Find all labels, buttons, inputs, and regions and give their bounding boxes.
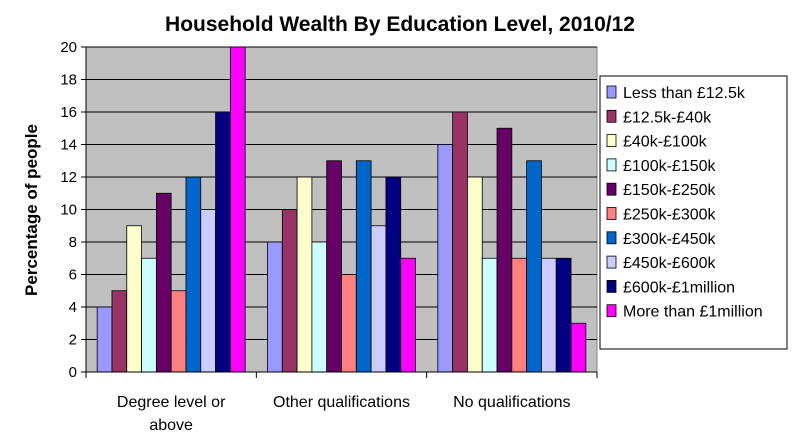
legend-swatch <box>606 134 617 148</box>
y-tick-label: 10 <box>60 202 77 219</box>
y-tick-label: 6 <box>69 267 77 284</box>
y-tick-label: 4 <box>69 299 77 316</box>
bar <box>570 322 587 373</box>
bar <box>296 176 313 373</box>
bar <box>511 257 528 373</box>
bar <box>96 306 113 373</box>
legend-label: £600k-£1million <box>623 279 735 296</box>
y-tick-label: 0 <box>69 364 77 381</box>
legend-swatch <box>606 85 617 99</box>
legend-swatch <box>606 109 617 123</box>
chart-title: Household Wealth By Education Level, 201… <box>165 13 635 36</box>
bar <box>170 290 187 373</box>
legend-swatch <box>606 182 617 196</box>
legend-label: £300k-£450k <box>623 231 717 248</box>
bar <box>155 192 172 373</box>
legend-swatch <box>606 255 617 269</box>
y-tick-label: 16 <box>60 104 77 121</box>
bar <box>467 176 483 373</box>
legend-label: £100k-£150k <box>623 158 717 175</box>
legend-label: Less than £12.5k <box>623 85 746 102</box>
legend-label: £250k-£300k <box>623 207 717 224</box>
bar <box>541 257 557 373</box>
x-category-label: Degree level or <box>117 394 226 411</box>
bar <box>229 46 246 373</box>
legend-label: £450k-£600k <box>623 255 717 272</box>
bar <box>341 274 357 373</box>
x-category-label: Other qualifications <box>273 394 410 411</box>
bar <box>555 257 572 373</box>
bar <box>141 257 157 373</box>
bar <box>281 209 298 373</box>
bar <box>452 111 468 373</box>
y-tick-label: 14 <box>60 137 77 154</box>
y-tick-label: 2 <box>69 332 77 349</box>
y-tick-labels: 0 2 4 6 8 10 12 14 16 18 20 <box>60 39 77 381</box>
axes <box>85 47 598 378</box>
bar <box>126 225 142 373</box>
y-tick-label: 18 <box>60 72 77 89</box>
x-category-label: No qualifications <box>453 394 570 411</box>
bar <box>370 225 387 373</box>
legend-swatch <box>606 279 617 293</box>
legend-label: £40k-£100k <box>623 134 708 151</box>
bar <box>437 144 454 373</box>
legend-label: £12.5k-£40k <box>623 109 712 126</box>
legend-box <box>599 75 788 350</box>
legend-label: £150k-£250k <box>623 182 717 199</box>
legend: Less than £12.5k £12.5k-£40k £40k-£100k £10… <box>599 75 788 350</box>
x-category-labels: Degree level or above Other qualifications… <box>117 394 571 434</box>
y-tick-label: 20 <box>60 39 77 56</box>
bar <box>385 176 402 373</box>
y-axis-label: Percentage of people <box>22 124 41 296</box>
bar <box>311 241 328 373</box>
legend-swatch <box>606 231 617 245</box>
y-tick-label: 12 <box>60 169 77 186</box>
bar <box>526 160 542 373</box>
bar <box>481 257 498 373</box>
x-category-label: above <box>149 417 193 434</box>
bar <box>200 209 216 373</box>
bar <box>215 111 231 373</box>
legend-swatch <box>606 158 617 172</box>
bar <box>111 290 128 373</box>
bar <box>496 127 513 373</box>
bar <box>267 241 283 373</box>
legend-label: More than £1million <box>623 304 763 321</box>
bar <box>185 176 202 373</box>
legend-swatch <box>606 304 617 318</box>
bars <box>96 46 587 373</box>
legend-swatch <box>606 207 617 220</box>
bar <box>326 160 342 373</box>
bar <box>355 160 372 373</box>
y-tick-label: 8 <box>69 234 77 251</box>
bar <box>400 257 416 373</box>
